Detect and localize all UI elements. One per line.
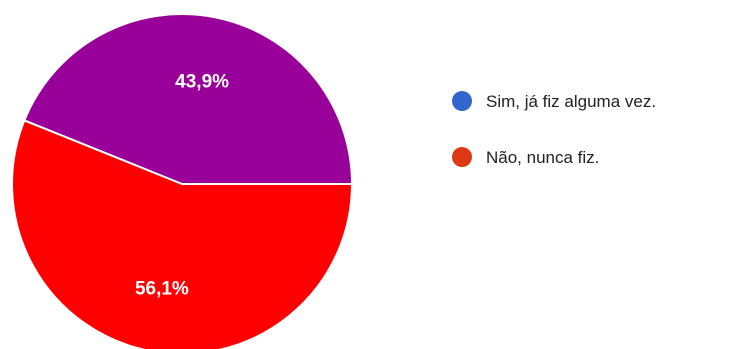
slice-label-2: 56,1%	[135, 279, 189, 300]
slice-label-1: 43,9%	[175, 72, 229, 93]
legend: Sim, já fiz alguma vez. Não, nunca fiz.	[452, 91, 656, 167]
pie-slices	[11, 12, 353, 349]
legend-marker-2	[452, 147, 472, 167]
legend-label-1: Sim, já fiz alguma vez.	[486, 92, 656, 111]
legend-label-2: Não, nunca fiz.	[486, 148, 599, 167]
pie-slice-2	[11, 119, 353, 349]
slice-labels: 43,9% 56,1%	[135, 72, 229, 300]
legend-marker-1	[452, 91, 472, 111]
pie-slice-1	[23, 12, 353, 185]
